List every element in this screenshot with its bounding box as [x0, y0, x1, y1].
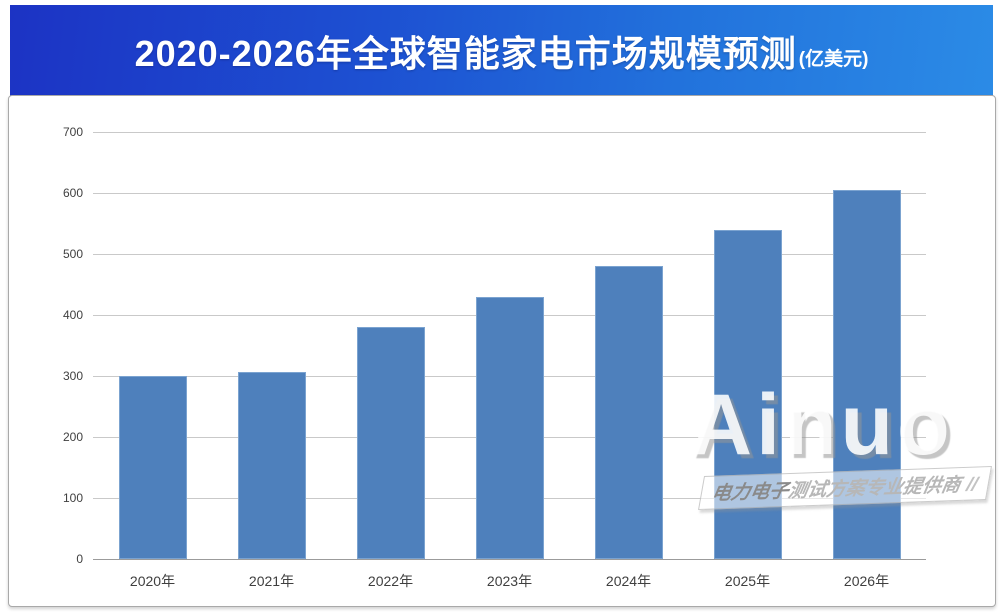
y-tick-label-300: 300 — [62, 369, 83, 383]
y-tick-label-200: 200 — [62, 430, 83, 444]
bar-2025年 — [713, 229, 782, 559]
chart-title: 2020-2026年全球智能家电市场规模预测 — [134, 33, 797, 74]
y-tick-label-100: 100 — [62, 491, 83, 505]
bar-2021年 — [237, 371, 306, 559]
y-tick-label-500: 500 — [62, 247, 83, 261]
bar-2024年 — [594, 266, 663, 559]
bar-2020年 — [118, 376, 187, 559]
x-tick-label-2021年: 2021年 — [248, 573, 295, 589]
gridline-700 — [93, 132, 926, 133]
chart-panel: 0 100 200 300 400 500 600 700 2020年 2021年 2022年 20… — [8, 95, 996, 607]
x-tick-label-2023年: 2023年 — [486, 573, 533, 589]
x-tick-label-2020年: 2020年 — [129, 573, 176, 589]
gridline-600 — [93, 193, 926, 194]
x-axis-line — [93, 559, 926, 560]
y-tick-label-0: 0 — [76, 552, 83, 566]
bar-2022年 — [356, 327, 425, 559]
bar-2023年 — [475, 296, 544, 559]
x-tick-label-2024年: 2024年 — [605, 573, 652, 589]
y-tick-label-700: 700 — [62, 125, 83, 139]
title-banner: 2020-2026年全球智能家电市场规模预测 (亿美元) — [10, 5, 993, 97]
chart-title-unit: (亿美元) — [798, 48, 869, 70]
x-tick-label-2025年: 2025年 — [724, 573, 771, 589]
bar-2026年 — [832, 189, 901, 559]
x-tick-label-2022年: 2022年 — [367, 573, 414, 589]
y-tick-label-600: 600 — [62, 186, 83, 200]
gridline-500 — [93, 254, 926, 255]
x-tick-label-2026年: 2026年 — [843, 573, 890, 589]
y-tick-label-400: 400 — [62, 308, 83, 322]
